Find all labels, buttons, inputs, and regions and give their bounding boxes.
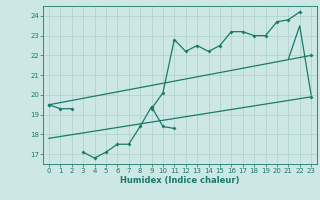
X-axis label: Humidex (Indice chaleur): Humidex (Indice chaleur) — [120, 176, 240, 185]
